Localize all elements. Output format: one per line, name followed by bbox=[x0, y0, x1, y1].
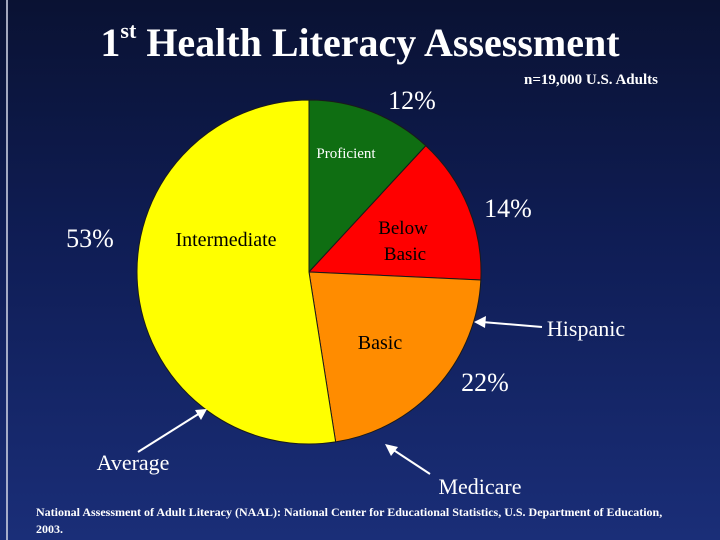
slice-label-intermediate: Intermediate bbox=[175, 229, 276, 251]
slice-label-below-basic-line1: Below bbox=[378, 218, 428, 239]
proficient-percent-label: 12% bbox=[388, 86, 436, 115]
average-label: Average bbox=[97, 450, 170, 475]
source-citation: National Assessment of Adult Literacy (N… bbox=[36, 505, 663, 536]
slice-label-proficient: Proficient bbox=[316, 146, 376, 162]
basic-percent-label: 22% bbox=[461, 368, 509, 397]
title-main: Health Literacy Assessment bbox=[136, 20, 620, 65]
title-prefix: 1 bbox=[100, 20, 121, 65]
hispanic-arrow-head bbox=[474, 316, 486, 328]
callout-medicare: Medicare bbox=[385, 444, 522, 499]
medicare-label: Medicare bbox=[438, 474, 521, 499]
sample-size-label: n=19,000 U.S. Adults bbox=[524, 72, 658, 88]
medicare-arrow-line bbox=[391, 448, 431, 475]
medicare-arrow-head bbox=[385, 444, 398, 456]
slice-label-basic: Basic bbox=[358, 332, 403, 354]
pie-slices bbox=[136, 99, 482, 445]
hispanic-label: Hispanic bbox=[547, 316, 625, 341]
pie-slice-below-basic bbox=[307, 145, 482, 281]
below-basic-percent-label: 14% bbox=[484, 194, 532, 223]
average-arrow-head bbox=[195, 409, 207, 420]
intermediate-percent-label: 53% bbox=[66, 224, 114, 253]
pie-slice-basic bbox=[308, 271, 482, 443]
title-superscript: st bbox=[120, 18, 137, 43]
callout-average: Average bbox=[97, 409, 207, 475]
average-arrow-line bbox=[137, 412, 201, 453]
pie-slice-proficient bbox=[308, 99, 427, 274]
hispanic-arrow-line bbox=[481, 321, 543, 328]
slide-title: 1st Health Literacy Assessment bbox=[0, 18, 720, 66]
slice-label-below-basic-line2: Basic bbox=[384, 244, 426, 265]
left-border-line bbox=[6, 0, 8, 540]
pie-slice-intermediate bbox=[136, 99, 337, 445]
callout-hispanic: Hispanic bbox=[474, 316, 625, 341]
